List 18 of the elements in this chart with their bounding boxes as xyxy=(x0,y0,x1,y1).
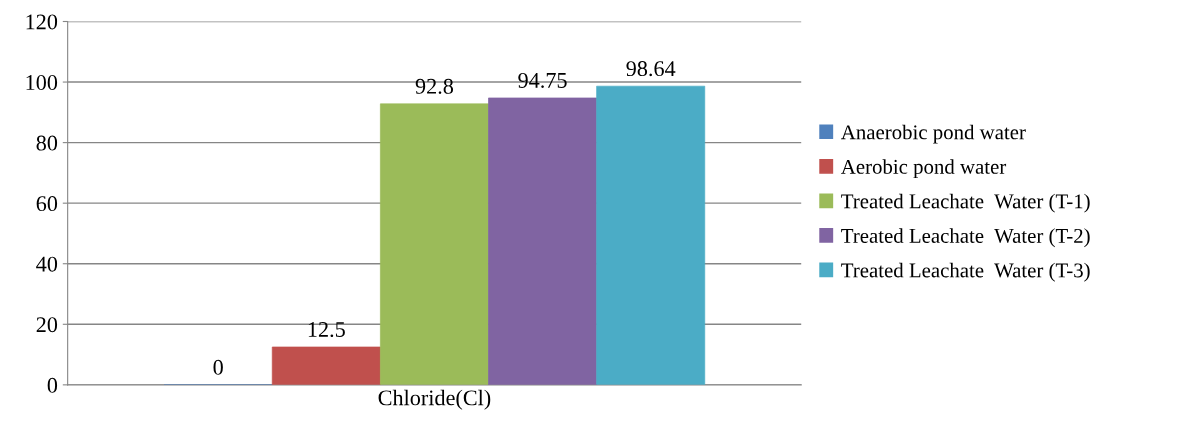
y-tick-label: 40 xyxy=(36,256,58,272)
y-tick-label: 80 xyxy=(36,135,58,151)
legend-label: Treated Leachate Water (T-2) xyxy=(841,228,1090,248)
y-tick-label: 60 xyxy=(36,196,58,212)
data-label: 98.64 xyxy=(626,61,676,77)
y-tick-label: 20 xyxy=(36,317,58,333)
data-label: 94.75 xyxy=(518,72,567,88)
data-label: 0 xyxy=(213,359,223,375)
data-label: 92.8 xyxy=(415,78,454,94)
y-tick-label: 0 xyxy=(47,377,58,393)
legend-label: Treated Leachate Water (T-3) xyxy=(841,262,1090,282)
legend-label: Aerobic pond water xyxy=(841,159,1007,179)
legend-label: Anaerobic pond water xyxy=(841,124,1026,144)
x-tick-label: Chloride(Cl) xyxy=(378,389,491,410)
y-tick-label: 100 xyxy=(26,74,58,90)
y-tick-label: 120 xyxy=(26,14,58,30)
legend-label: Treated Leachate Water (T-1) xyxy=(841,193,1090,213)
data-label: 12.5 xyxy=(308,322,345,338)
